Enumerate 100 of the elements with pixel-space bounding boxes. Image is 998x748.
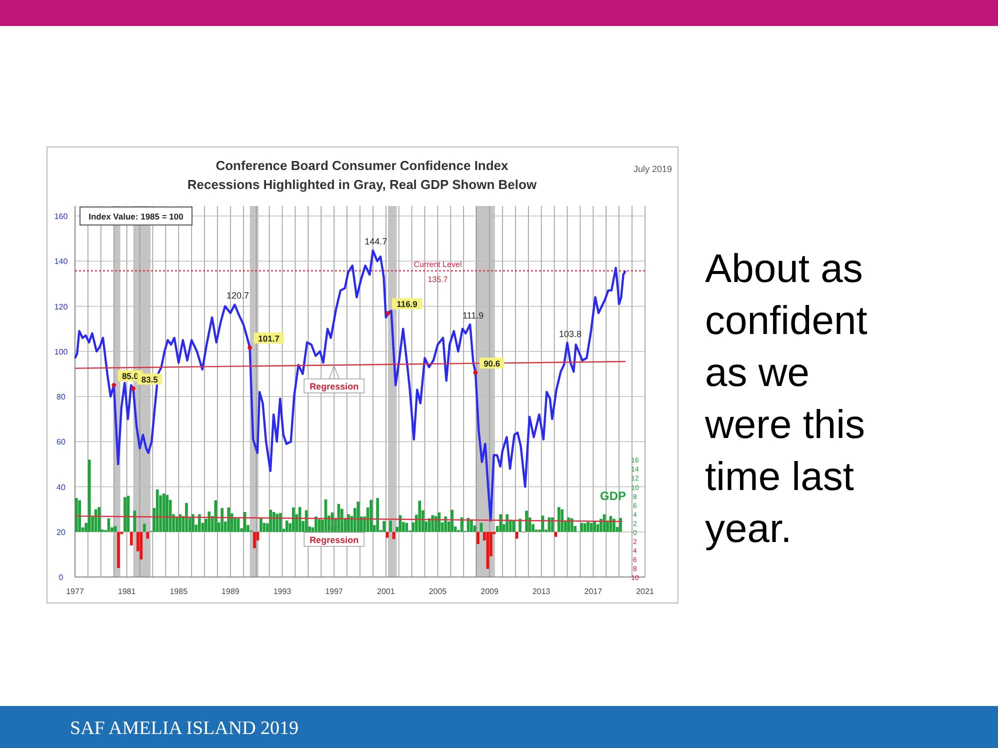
- bar: [499, 514, 502, 532]
- bar: [78, 500, 82, 532]
- annotation: 111.9: [462, 310, 484, 321]
- annotation: 116.9: [396, 299, 418, 310]
- bar: [166, 494, 168, 532]
- bar: [558, 507, 560, 532]
- bar: [580, 522, 584, 532]
- bar: [214, 500, 218, 532]
- text: About as confident as we were this time last year.: [704, 247, 868, 551]
- x-tick-label: 2009: [480, 587, 499, 596]
- bar: [438, 512, 441, 532]
- bar: [178, 514, 182, 532]
- bar: [208, 512, 211, 532]
- annotation: 101.7: [258, 334, 280, 344]
- y-tick-label: 140: [54, 257, 68, 266]
- bar: [586, 522, 590, 532]
- bar: [314, 516, 318, 532]
- y-tick-label: 60: [56, 438, 66, 447]
- x-tick-label: 2017: [584, 587, 603, 596]
- bar: [431, 515, 434, 532]
- x-tick-label: 1993: [273, 587, 292, 596]
- bar: [444, 516, 447, 532]
- x-tick-label: 2005: [428, 587, 448, 596]
- bar: [142, 524, 146, 532]
- bar: [114, 526, 117, 532]
- bar: [75, 498, 78, 532]
- x-tick-label: 2021: [636, 587, 654, 596]
- y-tick-label: 0: [58, 573, 64, 582]
- y-tick-label: 100: [54, 347, 68, 356]
- annotation: 135.7: [428, 274, 448, 284]
- bar: [292, 508, 295, 532]
- bar: [370, 500, 372, 532]
- line-series: [74, 249, 627, 522]
- y-tick-label: 20: [56, 528, 66, 537]
- bar: [515, 532, 518, 539]
- bar: [198, 514, 201, 532]
- bar: [260, 517, 262, 532]
- chart-subtitle: Recessions Highlighted in Gray, Real GDP Shown Below: [187, 177, 538, 192]
- bar: [356, 502, 360, 532]
- bar: [98, 507, 100, 532]
- text: July 2019: [633, 164, 672, 174]
- bar: [185, 502, 188, 532]
- bar: [382, 521, 386, 532]
- x-tick-label: 1989: [222, 587, 240, 596]
- bar: [272, 512, 276, 532]
- bar: [276, 514, 279, 532]
- bar: [279, 512, 282, 532]
- bar: [133, 510, 136, 532]
- bar: [619, 518, 622, 532]
- bar: [525, 510, 528, 532]
- bar: [612, 518, 616, 532]
- x-tick-label: 1997: [325, 587, 344, 596]
- annotation: 83.5: [141, 374, 158, 385]
- y-tick-label: 40: [56, 482, 66, 492]
- bar: [376, 498, 379, 532]
- bar: [434, 516, 438, 532]
- x-tick-label: 2013: [532, 587, 551, 596]
- bar: [124, 497, 126, 532]
- annotation: Index Value: 1985 = 100: [88, 212, 184, 222]
- x-tick-label: 1985: [170, 587, 188, 596]
- bar: [389, 520, 392, 532]
- bar: [476, 532, 480, 544]
- annotation: 120.7: [226, 290, 249, 301]
- bar: [347, 514, 350, 532]
- bar: [583, 523, 586, 532]
- annotation: 144.7: [364, 236, 388, 247]
- annotation: 85.0: [122, 371, 139, 382]
- y2-axis-title: GDP: [600, 488, 626, 503]
- x-tick-label: 1981: [118, 587, 136, 596]
- text: SAF AMELIA ISLAND 2019: [70, 718, 299, 739]
- bar: [285, 520, 288, 532]
- bar: [117, 532, 120, 568]
- bar: [506, 514, 509, 532]
- bar: [318, 519, 321, 532]
- bar: [470, 520, 473, 532]
- bar: [234, 518, 236, 532]
- chart-title: Conference Board Consumer Confidence Index: [216, 158, 510, 173]
- bar: [253, 532, 256, 548]
- bar: [512, 520, 515, 532]
- bar: [593, 521, 596, 532]
- y-tick-label: 160: [54, 212, 68, 221]
- bar: [146, 532, 150, 539]
- x-tick-label: 2001: [377, 587, 396, 596]
- y-tick-label: 80: [56, 392, 66, 402]
- x-tick-label: 1977: [66, 587, 84, 596]
- bar: [450, 510, 454, 532]
- annotation: Regression: [310, 534, 359, 545]
- bar: [130, 532, 133, 546]
- bar: [428, 518, 431, 532]
- bar: [418, 500, 422, 532]
- bar: [220, 508, 224, 532]
- bar: [227, 508, 230, 532]
- y-tick-label: 120: [54, 302, 68, 312]
- bar: [88, 460, 91, 532]
- bar: [560, 509, 564, 532]
- bar: [192, 514, 194, 532]
- annotation: 90.6: [484, 358, 500, 369]
- annotation: 103.8: [558, 328, 582, 339]
- ref-line-label: Current Level: [414, 260, 462, 269]
- annotation: Regression: [310, 381, 359, 392]
